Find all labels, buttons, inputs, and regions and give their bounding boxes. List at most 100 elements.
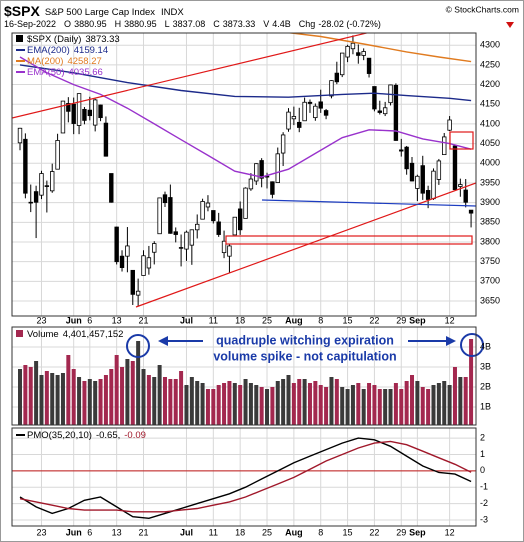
x-tick-label: 23 [36,315,46,325]
header-quote: 16-Sep-2022 O 3880.95 H 3880.95 L 3837.08 C 3873… [4,19,381,29]
volume-bar [334,379,339,425]
field-label: V [263,19,269,29]
y-tick-label: -3 [480,514,488,524]
y-tick-label: 1B [480,401,491,411]
y-tick-label: 3850 [480,217,500,227]
candle-body [103,122,109,157]
candle-body [114,226,119,263]
legend-name: EMA(50) [27,67,64,78]
date: 16-Sep-2022 [4,19,56,29]
legend-value: 4,401,457,152 [63,329,124,340]
data-layer [12,33,476,520]
candle-body [178,247,184,249]
volume-bar [179,371,184,425]
volume-bar [130,361,135,425]
legend-value: 4258.27 [67,56,101,67]
candle-body [334,72,340,83]
volume-bar [281,379,286,425]
volume-bar [388,389,393,425]
candle-body [270,181,275,195]
x-tick-label: Sep [409,527,426,537]
candle-body [200,201,205,220]
y-tick-label: 3700 [480,276,500,286]
y-tick-label: 4300 [480,40,500,50]
annotation-layer [12,33,476,308]
candle-body [291,116,297,120]
candle-body [415,175,420,189]
volume-bar [34,361,39,425]
field-value: -28.02 (-0.72%) [318,19,381,29]
volume-bar [120,367,125,425]
volume-bar [248,383,253,425]
candle-body [44,185,50,187]
legend-value: -0.09 [124,430,146,441]
support-line [261,199,476,207]
x-tick-label: 25 [262,315,272,325]
x-tick-label: Jun [66,527,82,537]
legend-name: PMO(35,20,10) [27,430,92,441]
volume-bar [463,377,468,425]
x-tick-label: 29 [396,315,406,325]
grid-layer [12,33,476,526]
candle-body [254,163,259,182]
x-tick-label: 8 [318,527,323,537]
y-tick-label: 4000 [480,158,500,168]
highlight-circle [126,334,150,358]
volume-bar [184,385,189,425]
volume-bar [227,381,232,425]
candle-body [431,170,436,200]
volume-bar [238,385,243,425]
highlight-circle [460,333,484,357]
candle-body [98,104,103,119]
candle-body [211,210,216,222]
volume-bar [195,381,200,425]
legend-value: 4035.66 [68,67,102,78]
volume-bar [297,379,302,425]
label-layer: 3650 3700 3750 3800 3850 3900 3950 4000 4050 4100… [16,34,500,537]
x-tick-label: 12 [445,527,455,537]
field-label: O [64,19,71,29]
volume-panel [11,326,477,426]
candle-body [366,57,372,74]
y-tick-label: 4050 [480,138,500,148]
y-tick-label: 4B [480,341,491,351]
annotation: volume spike - not capitulation [213,349,396,363]
volume-bar [431,385,436,425]
candle-body [297,121,302,128]
volume-bar [265,389,270,425]
volume-bar [173,379,178,425]
candle-body [130,269,135,295]
legend-value: 4159.14 [74,45,108,56]
volume-bar [356,383,361,425]
candle-body [135,290,141,296]
candle-body [458,184,463,187]
x-tick-label: 11 [209,315,218,325]
volume-bar [399,389,404,425]
x-tick-label: 6 [87,527,92,537]
field-label: Chg [299,19,316,29]
candle-body [243,187,248,219]
candle-body [345,45,350,58]
volume-bar [345,389,350,425]
candle-body [184,231,189,250]
volume-bar [60,373,65,425]
candle-body [195,223,200,231]
x-tick-label: 18 [235,527,245,537]
candle-body [33,191,39,203]
candle-body [216,221,221,235]
y-tick-label: 2B [480,381,491,391]
candle-body [350,42,356,50]
volume-annotation [126,333,484,358]
arrow-head [446,336,456,346]
candle-body [76,93,82,126]
x-tick-label: 21 [139,315,149,325]
x-tick-label: 11 [209,527,218,537]
x-tick-label: 22 [369,315,379,325]
header-title: $SPX S&P 500 Large Cap Index INDX [4,3,184,19]
candle-body [141,255,146,276]
volume-bar [141,369,146,425]
candle-body [39,173,44,196]
exchange: INDX [161,7,184,18]
panel-data [17,33,474,307]
candle-body [173,231,178,235]
